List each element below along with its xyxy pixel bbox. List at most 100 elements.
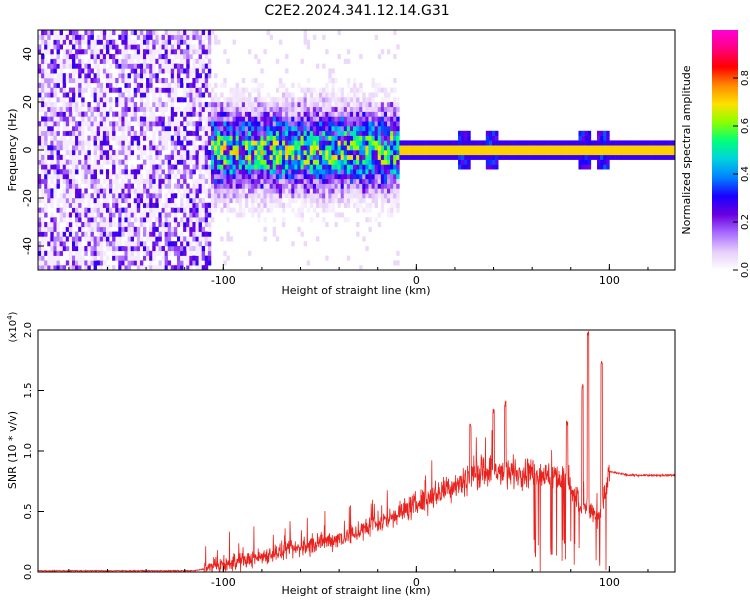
spectrogram-cell <box>121 145 125 151</box>
spectrogram-cell <box>417 140 422 146</box>
spectrogram-cell <box>461 130 465 136</box>
spectrogram-cell <box>139 39 144 45</box>
spectrogram-cell <box>198 260 202 266</box>
spectrogram-cell <box>84 78 88 84</box>
spectrogram-cell <box>87 222 91 228</box>
spectrogram-cell <box>152 202 156 208</box>
spectrogram-cell <box>176 169 181 175</box>
spectrogram-cell <box>124 246 128 252</box>
spectrogram-cell <box>241 140 246 146</box>
spectrogram-cell <box>303 164 307 170</box>
spectrogram-cell <box>359 178 363 184</box>
spectrogram-cell <box>112 198 116 204</box>
spectrogram-cell <box>198 92 202 98</box>
spectrogram-cell <box>81 193 85 199</box>
spectrogram-cell <box>41 116 45 122</box>
spectrogram-cell <box>195 231 199 237</box>
spectrogram-cell <box>353 121 357 127</box>
spectrogram-cell <box>408 145 413 151</box>
spectrogram-cell <box>62 169 67 175</box>
spectrogram-cell <box>65 188 70 194</box>
spectrogram-cell <box>75 250 79 256</box>
spectrogram-cell <box>96 236 101 242</box>
spectrogram-cell <box>56 183 60 189</box>
spectrogram-cell <box>315 198 320 204</box>
spectrogram-cell <box>266 121 270 127</box>
spectrogram-cell <box>164 39 169 45</box>
spectrogram-cell <box>377 106 382 112</box>
spectrogram-cell <box>322 140 326 146</box>
spectrogram-cell <box>155 183 159 189</box>
spectrogram-cell <box>102 106 107 112</box>
spectrogram-cell <box>322 135 326 141</box>
spectrogram-cell <box>105 82 110 88</box>
spectrogram-cell <box>75 198 79 204</box>
spectrogram-cell <box>189 241 193 247</box>
spectrogram-cell <box>272 97 277 103</box>
spectrogram-cell <box>164 78 169 84</box>
spectrogram-cell <box>306 260 311 266</box>
spectrogram-cell <box>170 169 175 175</box>
y-tick-label: 0.0 <box>23 564 34 580</box>
spectrogram-cell <box>139 145 144 151</box>
spectrogram-cell <box>62 92 67 98</box>
spectrogram-cell <box>380 140 385 146</box>
spectrogram-cell <box>297 135 301 141</box>
spectrogram-cell <box>143 73 147 79</box>
spectrogram-cell <box>75 121 79 127</box>
spectrogram-cell <box>387 174 391 180</box>
spectrogram-cell <box>492 164 496 170</box>
spectrogram-cell <box>124 97 128 103</box>
spectrogram-cell <box>365 169 369 175</box>
spectrogram-cell <box>192 44 196 50</box>
spectrogram-cell <box>495 130 499 136</box>
spectrogram-cell <box>346 159 351 165</box>
spectrogram-cell <box>325 188 329 194</box>
spectrogram-cell <box>186 34 190 40</box>
spectrogram-cell <box>485 140 490 146</box>
spectrogram-cell <box>232 169 236 175</box>
spectrogram-cell <box>121 97 125 103</box>
spectrogram-cell <box>53 250 57 256</box>
spectrogram-cell <box>593 145 598 151</box>
spectrogram-cell <box>84 246 88 252</box>
spectrogram-cell <box>359 121 363 127</box>
spectrogram-cell <box>408 150 413 156</box>
spectrogram-cell <box>300 178 304 184</box>
spectrogram-cell <box>99 150 104 156</box>
spectrogram-cell <box>210 193 215 199</box>
spectrogram-cell <box>368 183 372 189</box>
spectrogram-cell <box>498 140 502 146</box>
spectrogram-cell <box>377 159 382 165</box>
spectrogram-cell <box>214 126 218 132</box>
spectrogram-cell <box>87 241 91 247</box>
spectrogram-cell <box>356 154 360 160</box>
spectrogram-cell <box>275 164 280 170</box>
spectrogram-cell <box>112 116 116 122</box>
spectrogram-cell <box>161 87 165 93</box>
spectrogram-cell <box>217 188 221 194</box>
spectrogram-cell <box>93 145 97 151</box>
spectrogram-cell <box>340 198 345 204</box>
spectrogram-cell <box>337 198 341 204</box>
spectrogram-cell <box>281 154 286 160</box>
spectrogram-cell <box>257 188 261 194</box>
spectrogram-cell <box>223 111 227 117</box>
spectrogram-cell <box>303 135 307 141</box>
spectrogram-cell <box>535 145 539 151</box>
spectrogram-cell <box>495 164 499 170</box>
spectrogram-cell <box>68 78 73 84</box>
spectrogram-cell <box>643 140 647 146</box>
spectrogram-cell <box>359 174 363 180</box>
spectrogram-cell <box>220 164 224 170</box>
spectrogram-cell <box>167 212 172 218</box>
spectrogram-cell <box>118 193 122 199</box>
spectrogram-cell <box>124 164 128 170</box>
spectrogram-cell <box>136 135 141 141</box>
spectrogram-cell <box>210 159 215 165</box>
spectrogram-cell <box>53 183 57 189</box>
spectrogram-cell <box>322 198 326 204</box>
spectrogram-cell <box>393 193 397 199</box>
spectrogram-cell <box>254 154 258 160</box>
spectrogram-cell <box>464 150 468 156</box>
